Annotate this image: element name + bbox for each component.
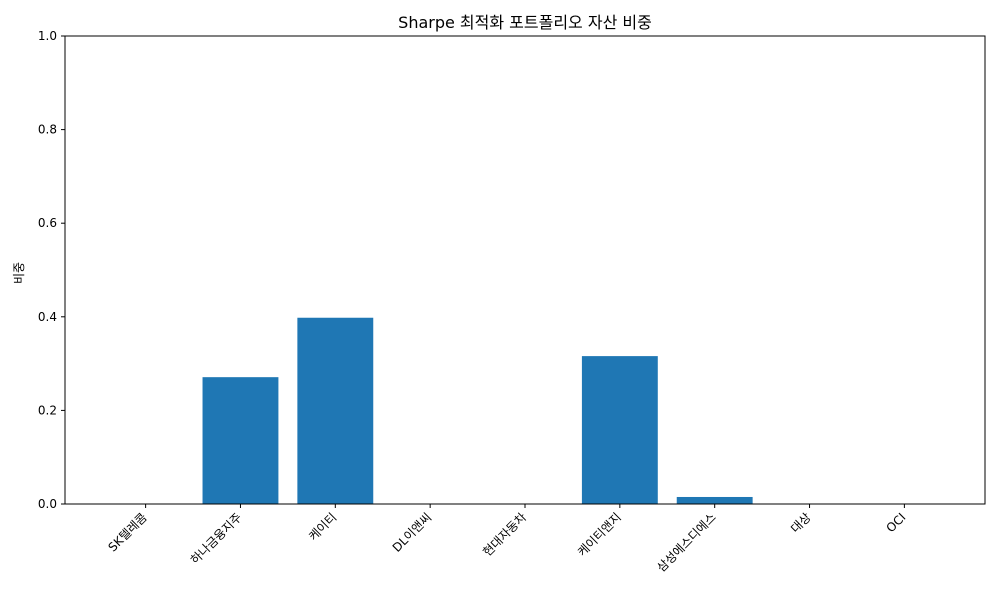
x-axis-ticks: SK텔레콤 하나금융지주 케이티 DL이앤씨 현대자동차 케이티앤지 삼성에스디에스 대상 OC… (105, 504, 909, 575)
x-tick-label: 하나금융지주 (188, 510, 245, 567)
y-axis-ticks: 0.0 0.2 0.4 0.6 0.8 1.0 (38, 29, 65, 511)
x-tick-label: DL이앤씨 (390, 510, 435, 555)
bar-6 (581, 356, 658, 504)
x-tick-label: 현대자동차 (480, 510, 529, 559)
y-tick-label: 1.0 (38, 29, 57, 43)
x-tick-label: 케이티 (306, 510, 339, 543)
plot-frame (64, 35, 986, 505)
bar-2 (202, 377, 279, 504)
y-tick-label: 0.0 (38, 497, 57, 511)
x-tick-label: 케이티앤지 (575, 510, 624, 559)
y-tick-label: 0.4 (38, 310, 57, 324)
chart-title: Sharpe 최적화 포트폴리오 자산 비중 (398, 13, 652, 32)
y-tick-label: 0.2 (38, 403, 57, 417)
x-tick-label: 대상 (788, 510, 814, 536)
bar-3 (297, 317, 374, 504)
bar-7 (676, 496, 753, 504)
x-tick-label: OCI (883, 510, 908, 535)
x-tick-label: 삼성에스디에스 (654, 510, 719, 575)
x-tick-label: SK텔레콤 (105, 510, 149, 554)
y-tick-label: 0.8 (38, 123, 57, 137)
bars-group (202, 317, 753, 504)
y-axis-label: 비중 (12, 262, 26, 284)
y-tick-label: 0.6 (38, 216, 57, 230)
